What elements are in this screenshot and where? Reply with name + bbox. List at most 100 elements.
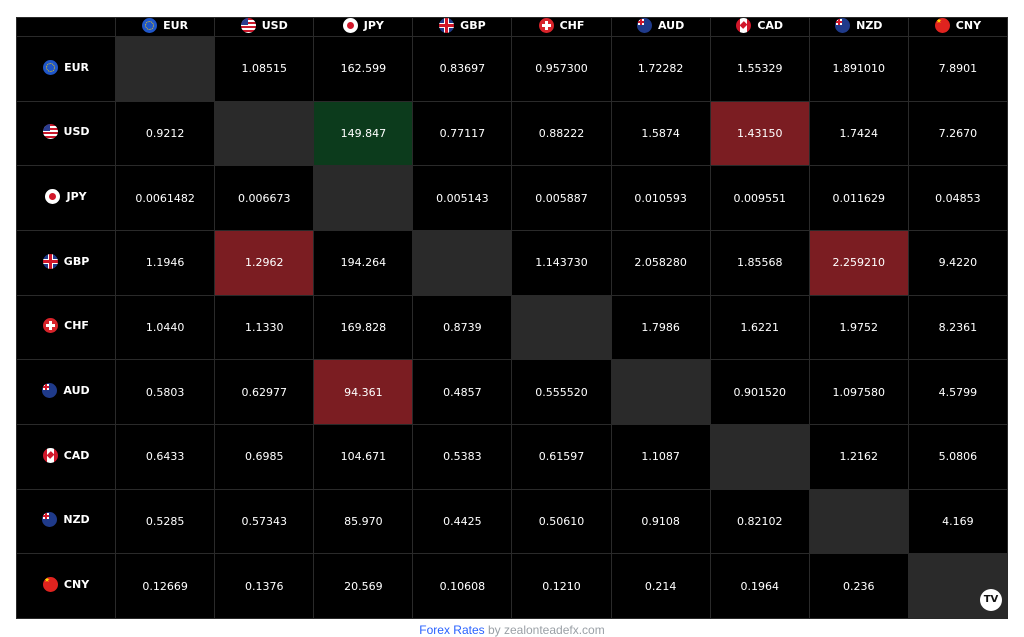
forex-rates-link[interactable]: Forex Rates [419, 623, 485, 637]
rate-cell[interactable]: 1.1087 [610, 423, 711, 490]
rate-cell[interactable]: 0.9108 [610, 488, 711, 555]
col-header[interactable]: USD [214, 17, 315, 37]
rate-cell[interactable]: 1.85568 [709, 229, 810, 296]
rate-cell[interactable]: 0.010593 [610, 165, 711, 231]
rate-cell[interactable]: 0.1964 [709, 553, 810, 619]
rate-cell[interactable]: 94.361 [313, 359, 414, 425]
rate-cell[interactable]: 4.169 [907, 488, 1009, 555]
rate-cell[interactable]: 1.55329 [709, 36, 810, 102]
rate-cell[interactable]: 0.04853 [907, 165, 1009, 231]
rate-cell[interactable]: 85.970 [313, 488, 414, 555]
rate-cell[interactable]: 4.5799 [907, 359, 1009, 425]
rate-cell[interactable]: 194.264 [313, 229, 414, 296]
rate-cell[interactable]: 1.2962 [214, 229, 315, 296]
rate-cell[interactable]: 1.43150 [709, 100, 810, 167]
rate-cell[interactable]: 0.1210 [511, 553, 612, 619]
rate-cell[interactable]: 0.57343 [214, 488, 315, 555]
rate-cell[interactable]: 1.9752 [808, 294, 909, 361]
col-header[interactable]: EUR [115, 17, 216, 37]
rate-cell[interactable]: 1.2162 [808, 423, 909, 490]
col-header[interactable]: AUD [610, 17, 711, 37]
diagonal-cell [115, 36, 216, 102]
rate-cell[interactable]: 2.259210 [808, 229, 909, 296]
rate-cell[interactable]: 0.50610 [511, 488, 612, 555]
row-header[interactable]: CHF [15, 294, 117, 361]
rate-cell[interactable]: 0.011629 [808, 165, 909, 231]
rate-cell[interactable]: 0.006673 [214, 165, 315, 231]
table-row: CNY0.126690.137620.5690.106080.12100.214… [15, 553, 1009, 619]
rate-cell[interactable]: 0.9212 [115, 100, 216, 167]
rate-cell[interactable]: 1.0440 [115, 294, 216, 361]
row-header[interactable]: CAD [15, 423, 117, 490]
rate-cell[interactable]: 169.828 [313, 294, 414, 361]
rate-cell[interactable]: 0.61597 [511, 423, 612, 490]
rate-cell[interactable]: 1.72282 [610, 36, 711, 102]
forex-cross-rates-widget: EUR USD JPY GBP CHF AUD CAD NZD CNY EUR1… [15, 17, 1009, 619]
rate-cell[interactable]: 1.5874 [610, 100, 711, 167]
rate-cell[interactable]: 0.10608 [412, 553, 513, 619]
rate-cell[interactable]: 1.097580 [808, 359, 909, 425]
rate-cell[interactable]: 0.5285 [115, 488, 216, 555]
rate-cell[interactable]: 1.7424 [808, 100, 909, 167]
rate-cell[interactable]: 0.88222 [511, 100, 612, 167]
rate-cell[interactable]: 0.82102 [709, 488, 810, 555]
row-header[interactable]: AUD [15, 359, 117, 425]
rate-cell[interactable]: 0.005143 [412, 165, 513, 231]
ch-flag-icon [538, 18, 554, 33]
rate-cell[interactable]: 0.1376 [214, 553, 315, 619]
row-header[interactable]: CNY [15, 553, 117, 619]
rate-cell[interactable]: 0.005887 [511, 165, 612, 231]
rate-cell[interactable]: 2.058280 [610, 229, 711, 296]
rate-cell[interactable]: 7.8901 [907, 36, 1009, 102]
col-header[interactable]: GBP [412, 17, 513, 37]
rate-cell[interactable]: 0.957300 [511, 36, 612, 102]
col-header[interactable]: CHF [511, 17, 612, 37]
col-header[interactable]: CAD [709, 17, 810, 37]
rate-cell[interactable]: 0.8739 [412, 294, 513, 361]
attribution-text: by zealonteadefx.com [484, 623, 605, 637]
rate-cell[interactable]: 1.7986 [610, 294, 711, 361]
rate-cell[interactable]: 0.83697 [412, 36, 513, 102]
rate-cell[interactable]: 0.5803 [115, 359, 216, 425]
rate-cell[interactable]: 0.901520 [709, 359, 810, 425]
rate-cell[interactable]: 9.4220 [907, 229, 1009, 296]
rate-cell[interactable]: 0.5383 [412, 423, 513, 490]
rate-cell[interactable]: 149.847 [313, 100, 414, 167]
rate-cell[interactable]: 0.009551 [709, 165, 810, 231]
row-header[interactable]: EUR [15, 36, 117, 102]
rate-cell[interactable]: 1.1946 [115, 229, 216, 296]
tradingview-logo-icon[interactable]: TV [980, 589, 1002, 611]
row-header[interactable]: JPY [15, 165, 117, 231]
rate-cell[interactable]: 0.214 [610, 553, 711, 619]
rate-cell[interactable]: 0.77117 [412, 100, 513, 167]
rate-cell[interactable]: 0.6433 [115, 423, 216, 490]
rate-cell[interactable]: 162.599 [313, 36, 414, 102]
rate-cell[interactable]: 8.2361 [907, 294, 1009, 361]
rate-cell[interactable]: 0.555520 [511, 359, 612, 425]
rate-cell[interactable]: 0.4425 [412, 488, 513, 555]
rate-cell[interactable]: 0.236 [808, 553, 909, 619]
col-header[interactable]: CNY [907, 17, 1009, 37]
au-flag-icon [42, 383, 58, 399]
row-header[interactable]: NZD [15, 488, 117, 555]
rate-cell[interactable]: 1.143730 [511, 229, 612, 296]
row-header[interactable]: GBP [15, 229, 117, 296]
rate-cell[interactable]: 0.0061482 [115, 165, 216, 231]
rate-cell[interactable]: 7.2670 [907, 100, 1009, 167]
rate-cell[interactable]: 104.671 [313, 423, 414, 490]
rate-cell[interactable]: 1.891010 [808, 36, 909, 102]
rate-cell[interactable]: 1.08515 [214, 36, 315, 102]
nz-flag-icon [42, 512, 58, 528]
row-header[interactable]: USD [15, 100, 117, 167]
rate-cell[interactable]: 0.12669 [115, 553, 216, 619]
rate-cell[interactable]: 1.1330 [214, 294, 315, 361]
rate-cell[interactable]: 5.0806 [907, 423, 1009, 490]
ca-flag-icon [42, 447, 58, 463]
rate-cell[interactable]: 20.569 [313, 553, 414, 619]
col-header[interactable]: JPY [313, 17, 414, 37]
col-header[interactable]: NZD [808, 17, 909, 37]
rate-cell[interactable]: 1.6221 [709, 294, 810, 361]
rate-cell[interactable]: 0.6985 [214, 423, 315, 490]
rate-cell[interactable]: 0.4857 [412, 359, 513, 425]
rate-cell[interactable]: 0.62977 [214, 359, 315, 425]
